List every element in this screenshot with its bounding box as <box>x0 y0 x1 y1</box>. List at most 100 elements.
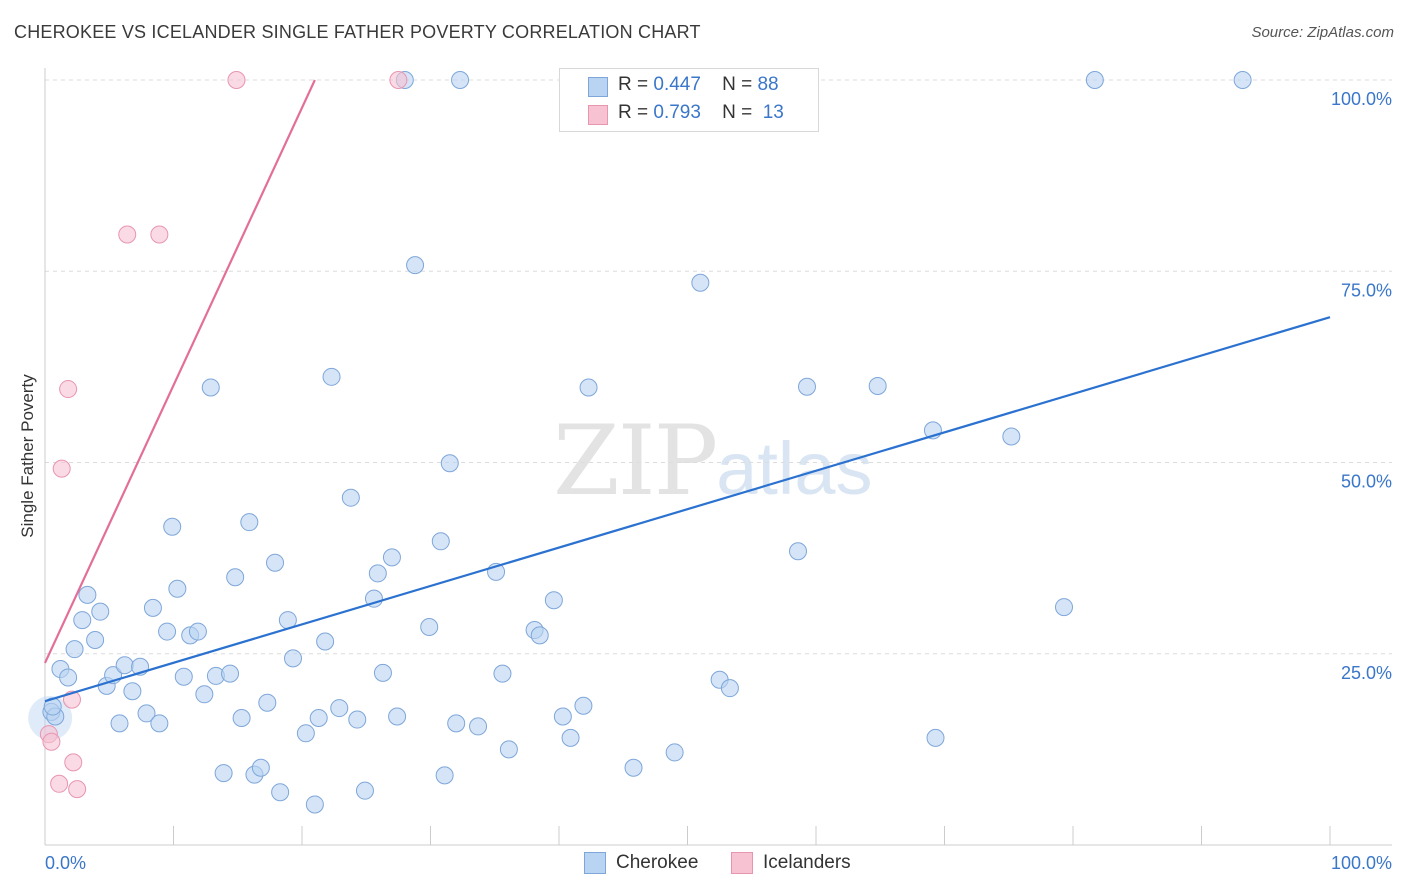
legend-r-value-icelanders: 0.793 <box>653 102 701 123</box>
point-icelanders-3 <box>52 459 71 478</box>
grid-lines <box>45 79 1392 655</box>
point-cherokee-35 <box>258 693 277 712</box>
correlation-legend: R = 0.447 N = 88 R = 0.793 N = 13 <box>559 68 819 132</box>
point-cherokee-41 <box>305 795 324 814</box>
point-cherokee-53 <box>388 707 407 726</box>
point-cherokee-87 <box>1085 71 1104 89</box>
point-cherokee-45 <box>330 699 349 718</box>
point-cherokee-56 <box>420 617 439 636</box>
point-cherokee-64 <box>493 664 512 683</box>
point-cherokee-62 <box>469 717 488 736</box>
y-axis-label: Single Father Poverty <box>18 374 37 538</box>
point-cherokee-26 <box>201 378 220 397</box>
point-cherokee-12 <box>110 714 129 733</box>
point-cherokee-42 <box>309 709 328 728</box>
legend-n-label: N = <box>722 74 753 95</box>
watermark-zip: ZIP <box>553 405 718 517</box>
point-cherokee-69 <box>553 707 572 726</box>
y-tick-label-100: 100.0% <box>1331 89 1392 109</box>
y-tick-label-75: 75.0% <box>1341 280 1392 300</box>
legend-n-value-icelanders: 13 <box>762 102 784 123</box>
chart-title: CHEROKEE VS ICELANDER SINGLE FATHER POVE… <box>14 22 701 42</box>
point-cherokee-43 <box>316 632 335 651</box>
legend-r-label: R = <box>618 74 649 95</box>
point-icelanders-2 <box>50 774 69 793</box>
point-cherokee-19 <box>158 622 177 641</box>
point-icelanders-10 <box>227 71 246 89</box>
point-cherokee-47 <box>348 710 367 729</box>
point-cherokee-76 <box>691 273 710 292</box>
legend-r-value-cherokee: 0.447 <box>653 74 701 95</box>
legend-swatch-cherokee <box>588 77 608 97</box>
watermark-atlas: atlas <box>716 427 873 510</box>
point-cherokee-60 <box>447 714 466 733</box>
x-tick-label-right: 100.0% <box>1331 853 1392 873</box>
legend-n-label: N = <box>722 102 753 123</box>
trend-line-icelanders <box>44 79 316 664</box>
point-icelanders-7 <box>68 780 87 799</box>
point-cherokee-18 <box>150 714 169 733</box>
point-cherokee-32 <box>240 513 259 532</box>
legend-bottom-swatch-icelanders <box>731 852 753 874</box>
point-cherokee-85 <box>1002 427 1021 446</box>
axes <box>44 68 1392 846</box>
point-cherokee-75 <box>665 743 684 762</box>
point-cherokee-24 <box>188 622 207 641</box>
point-cherokee-40 <box>296 724 315 743</box>
point-cherokee-28 <box>214 764 233 783</box>
point-cherokee-80 <box>789 542 808 561</box>
point-cherokee-25 <box>195 685 214 704</box>
point-cherokee-44 <box>322 367 341 386</box>
point-cherokee-81 <box>798 377 817 396</box>
x-tick-labels: 0.0% 100.0% <box>45 853 1392 873</box>
point-cherokee-82 <box>868 377 887 395</box>
legend-r-label: R = <box>618 102 649 123</box>
y-tick-labels: 25.0% 50.0% 75.0% 100.0% <box>1331 89 1392 683</box>
point-cherokee-49 <box>364 589 383 608</box>
legend-bottom-label-cherokee: Cherokee <box>616 852 699 873</box>
point-icelanders-4 <box>59 380 78 399</box>
point-cherokee-79 <box>720 679 739 698</box>
point-icelanders-8 <box>118 225 137 244</box>
point-cherokee-55 <box>406 256 425 275</box>
point-cherokee-7 <box>78 585 97 604</box>
point-cherokee-34 <box>251 758 270 777</box>
point-cherokee-9 <box>91 602 110 621</box>
point-cherokee-72 <box>579 378 598 397</box>
point-cherokee-48 <box>355 781 374 800</box>
point-cherokee-39 <box>284 649 303 668</box>
legend-row-icelanders: R = 0.793 N = 13 <box>618 102 784 124</box>
point-cherokee-67 <box>530 626 549 645</box>
point-cherokee-21 <box>168 579 187 598</box>
point-icelanders-1 <box>42 732 61 751</box>
y-tick-label-25: 25.0% <box>1341 663 1392 683</box>
legend-swatch-icelanders <box>588 105 608 125</box>
legend-row-cherokee: R = 0.447 N = 88 <box>618 74 779 96</box>
point-icelanders-6 <box>64 753 83 772</box>
source-label: Source: ZipAtlas.com <box>1251 24 1394 41</box>
point-cherokee-50 <box>368 564 387 583</box>
point-cherokee-68 <box>544 591 563 610</box>
point-cherokee-88 <box>1233 71 1252 89</box>
point-cherokee-57 <box>431 532 450 551</box>
point-cherokee-46 <box>341 488 360 507</box>
point-cherokee-70 <box>561 728 580 747</box>
point-icelanders-11 <box>389 71 408 89</box>
point-cherokee-16 <box>137 704 156 723</box>
legend-n-value-cherokee: 88 <box>757 74 779 95</box>
point-cherokee-71 <box>574 696 593 715</box>
point-cherokee-59 <box>440 454 459 473</box>
point-cherokee-51 <box>373 663 392 682</box>
point-cherokee-65 <box>499 740 518 759</box>
point-cherokee-58 <box>435 766 454 785</box>
point-cherokee-17 <box>143 598 162 617</box>
point-cherokee-6 <box>73 611 92 630</box>
legend-item-cherokee: Cherokee <box>584 852 698 874</box>
point-cherokee-61 <box>451 71 470 89</box>
point-cherokee-73 <box>624 758 643 777</box>
point-cherokee-8 <box>86 630 105 649</box>
x-tick-label-left: 0.0% <box>45 853 86 873</box>
point-cherokee-22 <box>174 667 193 686</box>
point-cherokee-13 <box>115 656 134 675</box>
